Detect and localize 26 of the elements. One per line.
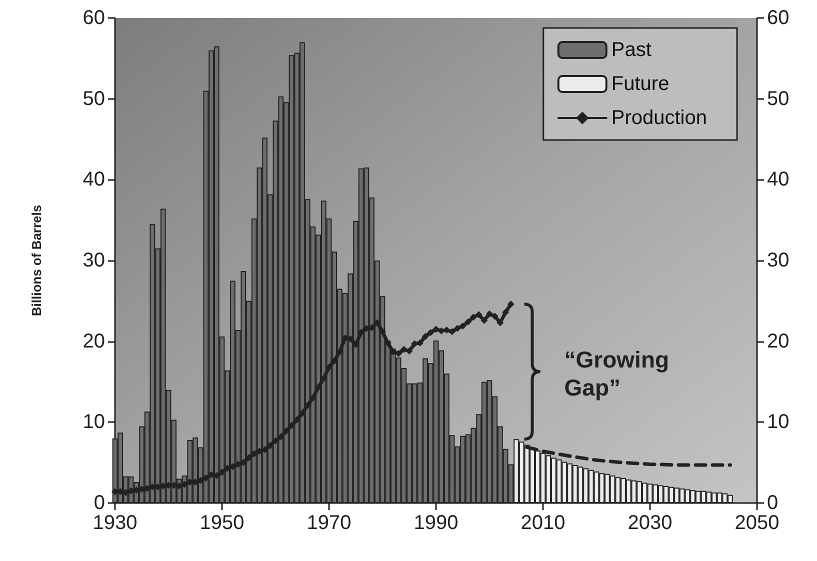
x-tick-label: 2030 [628,512,672,534]
x-tick-label: 2010 [520,512,566,534]
y2-tick-label: 30 [767,250,790,272]
x-tick-label: 1930 [92,512,138,534]
y2-tick-label: 50 [767,88,790,110]
x-tick-label: 2050 [734,512,780,534]
y2-tick-label: 0 [767,492,778,514]
y-tick-label: 20 [82,330,105,352]
y-tick-label: 50 [82,88,105,110]
y-tick-label: 0 [94,492,105,514]
annotation: “Growing Gap” [564,346,676,401]
y2-tick-label: 10 [767,411,790,434]
legend-label: Future [611,73,670,95]
x-tick-label: 1990 [414,512,458,534]
y-tick-label: 10 [82,411,105,434]
legend-label: Past [611,39,652,61]
x-tick-label: 1950 [200,512,244,534]
y-tick-label: 60 [82,7,105,29]
x-tick-label: 1970 [306,512,352,534]
y2-tick-label: 60 [767,7,790,29]
y-tick-label: 40 [82,168,105,191]
y2-tick-label: 20 [767,330,790,352]
y-axis-title: Billions of Barrels [29,204,44,316]
legend-label: Production [611,107,708,129]
y-tick-label: 30 [82,250,105,272]
y2-tick-label: 40 [767,168,790,191]
